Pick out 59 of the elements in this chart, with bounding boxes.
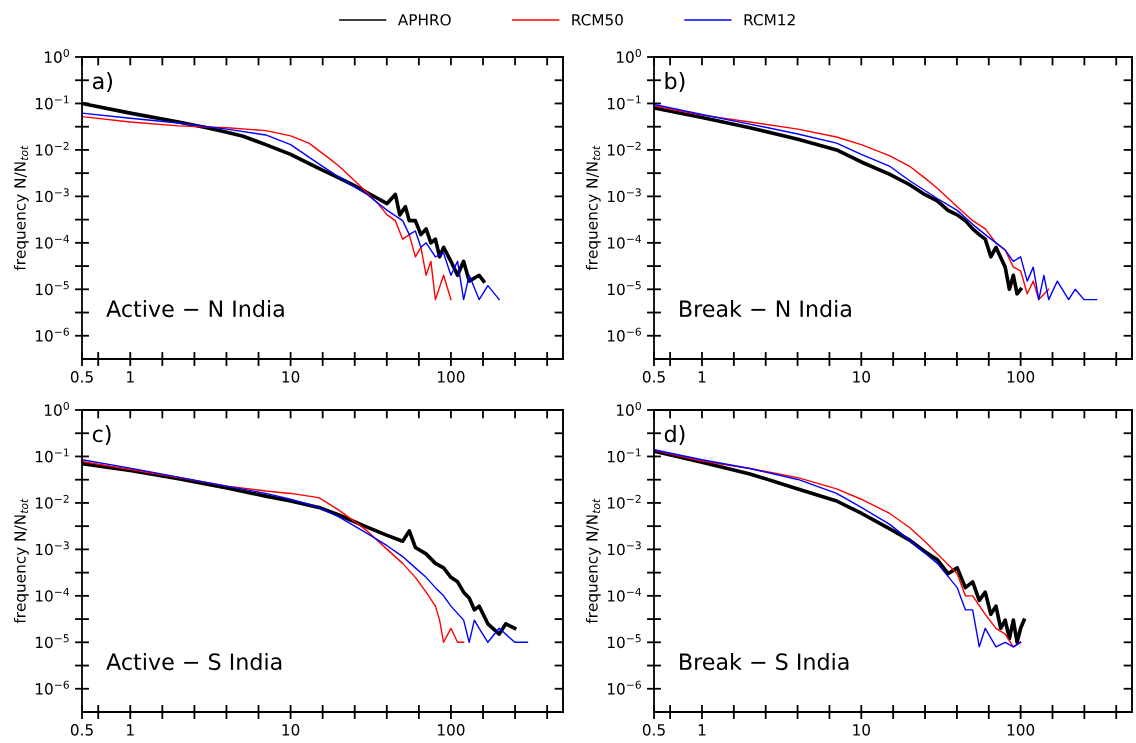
x-tick-label: 10 bbox=[853, 724, 870, 736]
annotation: Active − N India bbox=[106, 299, 284, 318]
y-tick-label: 10$^{−6}$ bbox=[607, 680, 641, 695]
x-tick-label: 1 bbox=[698, 724, 706, 736]
y-tick-label: 10$^{−2}$ bbox=[35, 141, 69, 156]
y-tick-label: 10$^{−4}$ bbox=[35, 587, 70, 602]
x-tick-label: 100 bbox=[1007, 371, 1035, 383]
x-tick-label: 1 bbox=[698, 371, 706, 383]
y-tick-label: 10$^{−5}$ bbox=[35, 281, 69, 296]
y-tick-label: 10$^{−2}$ bbox=[607, 141, 641, 156]
x-tick-label: 100 bbox=[438, 371, 465, 383]
y-axis-title: frequency N/N$_{tot}$ bbox=[13, 145, 29, 271]
x-tick-label: 0.5 bbox=[642, 371, 665, 383]
x-tick-label: 10 bbox=[282, 724, 300, 736]
y-tick-label: 10$^{0}$ bbox=[44, 48, 69, 63]
x-tick-label: 100 bbox=[1007, 724, 1035, 736]
y-tick-label: 10$^{−2}$ bbox=[607, 494, 641, 509]
y-tick-label: 10$^{−1}$ bbox=[607, 95, 641, 110]
x-tick-label: 0.5 bbox=[70, 371, 93, 383]
y-axis-title: frequency N/N$_{tot}$ bbox=[585, 145, 601, 271]
y-tick-label: 10$^{−3}$ bbox=[35, 541, 69, 556]
y-tick-label: 10$^{−3}$ bbox=[607, 541, 641, 556]
y-tick-label: 10$^{−1}$ bbox=[607, 448, 641, 463]
y-tick-label: 10$^{0}$ bbox=[44, 401, 69, 416]
y-tick-label: 10$^{−2}$ bbox=[35, 494, 69, 509]
annotation: Break − N India bbox=[680, 299, 851, 318]
legend-label: RCM12 bbox=[744, 14, 795, 26]
x-tick-label: 0.5 bbox=[70, 724, 93, 736]
y-tick-label: 10$^{0}$ bbox=[616, 401, 641, 416]
y-tick-label: 10$^{−5}$ bbox=[35, 634, 69, 649]
annotation: b) bbox=[665, 72, 685, 92]
y-tick-label: 10$^{−4}$ bbox=[607, 587, 642, 602]
x-tick-label: 1 bbox=[127, 371, 134, 383]
y-axis-title: frequency N/N$_{tot}$ bbox=[585, 498, 601, 624]
x-tick-label: 0.5 bbox=[642, 724, 665, 736]
y-tick-label: 10$^{−3}$ bbox=[607, 188, 641, 203]
x-tick-label: 1 bbox=[127, 724, 134, 736]
y-tick-label: 10$^{−1}$ bbox=[35, 95, 69, 110]
y-tick-label: 10$^{−6}$ bbox=[35, 327, 69, 342]
y-tick-label: 10$^{−1}$ bbox=[35, 448, 69, 463]
annotation: a) bbox=[92, 72, 112, 92]
annotation: c) bbox=[92, 425, 111, 445]
annotation: Break − S India bbox=[680, 652, 849, 671]
x-tick-label: 100 bbox=[438, 724, 465, 736]
annotation: d) bbox=[664, 425, 685, 445]
y-tick-label: 10$^{−5}$ bbox=[607, 634, 641, 649]
y-tick-label: 10$^{−5}$ bbox=[607, 281, 641, 296]
y-tick-label: 10$^{−6}$ bbox=[607, 327, 641, 342]
legend-label: APHRO bbox=[397, 14, 451, 26]
y-tick-label: 10$^{−6}$ bbox=[35, 680, 69, 695]
y-axis-title: frequency N/N$_{tot}$ bbox=[13, 498, 29, 624]
annotation: Active − S India bbox=[106, 652, 282, 671]
y-tick-label: 10$^{−4}$ bbox=[607, 234, 642, 249]
x-tick-label: 10 bbox=[282, 371, 300, 383]
legend-label: RCM50 bbox=[572, 14, 623, 26]
x-tick-label: 10 bbox=[853, 371, 870, 383]
y-tick-label: 10$^{0}$ bbox=[616, 48, 641, 63]
y-tick-label: 10$^{−3}$ bbox=[35, 188, 69, 203]
y-tick-label: 10$^{−4}$ bbox=[35, 234, 70, 249]
